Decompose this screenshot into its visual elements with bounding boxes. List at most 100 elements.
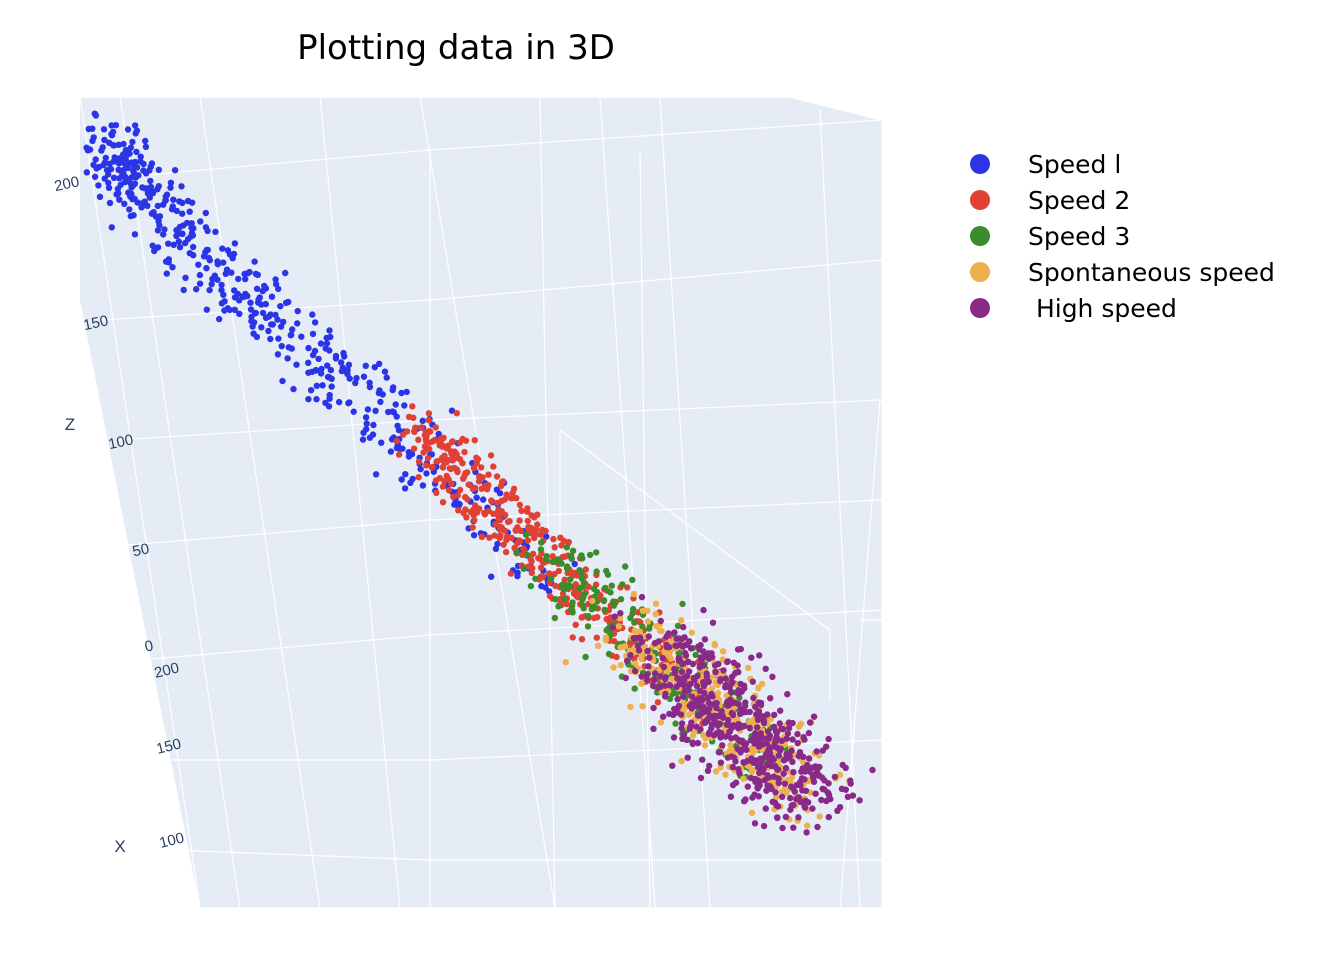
marker-spontaneous-speed xyxy=(631,627,639,634)
marker-high-speed xyxy=(781,780,789,787)
marker-speed-1 xyxy=(147,177,154,185)
marker-high-speed xyxy=(737,738,744,745)
marker-speed-1 xyxy=(231,240,239,247)
marker-speed-1 xyxy=(126,206,133,213)
marker-speed-1 xyxy=(190,252,197,259)
marker-speed-2 xyxy=(538,526,546,533)
marker-speed-1 xyxy=(111,156,119,163)
marker-speed-1 xyxy=(179,230,186,237)
marker-high-speed xyxy=(795,752,803,760)
marker-speed-3 xyxy=(554,556,562,563)
marker-speed-1 xyxy=(317,340,325,347)
marker-speed-2 xyxy=(493,473,501,480)
marker-speed-3 xyxy=(538,539,545,546)
marker-speed-1 xyxy=(83,169,91,176)
marker-speed-2 xyxy=(439,483,447,490)
marker-speed-3 xyxy=(580,579,587,586)
marker-speed-1 xyxy=(231,306,238,313)
marker-high-speed xyxy=(814,823,821,831)
marker-spontaneous-speed xyxy=(616,615,624,622)
marker-high-speed xyxy=(693,682,701,690)
marker-speed-1 xyxy=(110,174,118,181)
marker-high-speed xyxy=(675,702,683,710)
marker-speed-1 xyxy=(184,197,192,205)
marker-speed-2 xyxy=(502,548,510,556)
marker-speed-1 xyxy=(393,413,400,420)
marker-speed-2 xyxy=(471,516,478,524)
marker-speed-3 xyxy=(579,555,586,562)
grid-line xyxy=(199,96,321,909)
legend: Speed l Speed 2 Speed 3 Spontaneous speed H… xyxy=(960,146,1275,326)
grid-line xyxy=(419,96,556,909)
marker-speed-1 xyxy=(132,158,139,166)
marker-high-speed xyxy=(788,747,795,754)
marker-high-speed xyxy=(655,638,662,645)
legend-item-high-speed[interactable]: High speed xyxy=(960,290,1275,326)
marker-speed-1 xyxy=(176,198,183,205)
marker-high-speed xyxy=(812,790,819,797)
marker-speed-3 xyxy=(672,720,679,727)
marker-high-speed xyxy=(726,701,733,708)
marker-high-speed xyxy=(688,719,695,726)
marker-speed-1 xyxy=(249,323,256,330)
marker-speed-1 xyxy=(122,153,130,160)
marker-speed-1 xyxy=(274,351,282,358)
marker-spontaneous-speed xyxy=(632,660,639,667)
marker-speed-1 xyxy=(193,286,200,293)
marker-high-speed xyxy=(660,713,667,720)
marker-speed-2 xyxy=(485,507,492,515)
marker-speed-1 xyxy=(289,326,296,333)
marker-speed-1 xyxy=(203,265,210,272)
marker-high-speed xyxy=(711,662,719,669)
marker-speed-1 xyxy=(315,355,322,363)
marker-speed-1 xyxy=(154,227,162,234)
marker-speed-2 xyxy=(460,475,467,482)
marker-speed-1 xyxy=(261,282,268,290)
marker-speed-3 xyxy=(568,555,575,563)
marker-speed-3 xyxy=(617,596,625,603)
marker-high-speed xyxy=(666,682,674,689)
marker-speed-1 xyxy=(332,355,340,362)
marker-speed-1 xyxy=(109,141,117,149)
marker-speed-1 xyxy=(366,434,374,441)
marker-speed-3 xyxy=(607,589,614,596)
marker-spontaneous-speed xyxy=(748,809,756,816)
marker-speed-1 xyxy=(235,275,242,283)
marker-high-speed xyxy=(727,793,735,800)
marker-speed-1 xyxy=(197,218,204,225)
marker-speed-1 xyxy=(324,362,331,369)
marker-speed-1 xyxy=(84,147,92,154)
marker-high-speed xyxy=(869,766,876,774)
marker-high-speed xyxy=(763,750,770,758)
marker-speed-1 xyxy=(102,154,110,162)
marker-spontaneous-speed xyxy=(615,623,622,630)
legend-item-speed-1[interactable]: Speed l xyxy=(960,146,1275,182)
legend-item-spontaneous-speed[interactable]: Spontaneous speed xyxy=(960,254,1275,290)
marker-speed-2 xyxy=(503,536,510,544)
marker-high-speed xyxy=(798,768,805,775)
marker-speed-1 xyxy=(360,429,367,436)
marker-high-speed xyxy=(638,593,646,601)
marker-high-speed xyxy=(790,824,797,831)
marker-speed-1 xyxy=(149,189,157,197)
marker-speed-3 xyxy=(590,585,598,592)
marker-speed-3 xyxy=(569,599,576,606)
marker-spontaneous-speed xyxy=(722,771,729,778)
marker-speed-2 xyxy=(579,614,586,621)
marker-high-speed xyxy=(771,711,778,719)
grid-line xyxy=(319,96,401,909)
legend-item-speed-3[interactable]: Speed 3 xyxy=(960,218,1275,254)
legend-item-speed-2[interactable]: Speed 2 xyxy=(960,182,1275,218)
marker-speed-2 xyxy=(446,465,453,472)
marker-speed-1 xyxy=(448,407,456,414)
marker-speed-2 xyxy=(418,424,425,431)
marker-high-speed xyxy=(752,778,759,785)
marker-speed-2 xyxy=(403,428,411,435)
marker-high-speed xyxy=(631,667,639,675)
marker-spontaneous-speed xyxy=(690,728,698,736)
marker-speed-2 xyxy=(439,499,447,506)
marker-speed-1 xyxy=(305,396,312,403)
marker-speed-1 xyxy=(107,165,115,173)
marker-high-speed xyxy=(657,617,664,625)
